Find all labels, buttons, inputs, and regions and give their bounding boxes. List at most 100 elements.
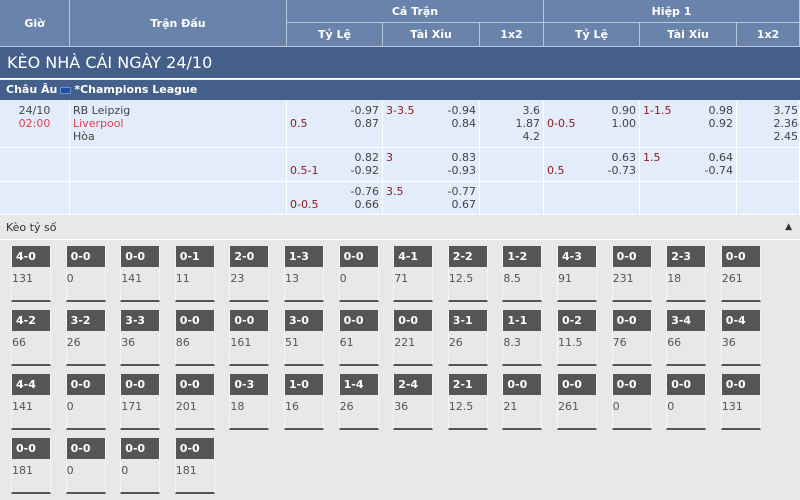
score-card[interactable]: 0-0 0 [65,438,106,494]
score-card[interactable]: 2-4 36 [393,374,434,430]
score-card[interactable]: 0-0 161 [229,310,270,366]
handicap-odds-2[interactable]: -0.92 [350,164,379,177]
score-card[interactable]: 0-0 0 [65,374,106,430]
score-label: 0-0 [230,310,269,331]
score-card[interactable]: 0-4 36 [720,310,761,366]
score-card[interactable]: 3-0 51 [284,310,324,366]
score-card[interactable]: 0-0 131 [720,374,761,430]
league-row[interactable]: Châu Âu *Champions League [0,80,800,100]
score-card[interactable]: 0-0 181 [11,438,51,494]
odds-cell: 0.5-1 0.82 -0.92 [287,148,383,182]
score-odds: 66 [12,336,26,349]
1x2-odds[interactable]: 1.87 [515,117,541,130]
odds-cell [70,148,287,182]
over-under-odds-1[interactable]: -0.94 [447,104,476,117]
score-odds: 66 [667,336,682,349]
score-label: 0-3 [230,374,269,395]
score-card[interactable]: 0-0 231 [611,246,652,302]
score-card[interactable]: 1-3 13 [284,246,324,302]
h1-1x2-odds[interactable]: 3.75 [773,104,799,117]
score-card[interactable]: 3-3 36 [120,310,161,366]
h1-handicap-odds-1[interactable]: 0.90 [611,104,637,117]
score-card[interactable]: 0-0 86 [174,310,215,366]
caret-up-icon[interactable]: ▲ [785,222,792,232]
h1-1x2-odds[interactable]: 2.45 [773,130,799,143]
handicap-odds-2[interactable]: 0.66 [354,198,380,211]
handicap-odds-1[interactable]: -0.97 [350,104,379,117]
score-card[interactable]: 2-3 18 [666,246,707,302]
score-card[interactable]: 0-0 76 [611,310,652,366]
h1-over-under-odds-2[interactable]: -0.74 [704,164,733,177]
score-card[interactable]: 2-2 12.5 [447,246,488,302]
score-card[interactable]: 0-0 61 [338,310,379,366]
score-label: 0-0 [175,310,214,331]
h1-over-under-odds-2[interactable]: 0.92 [708,117,734,130]
score-card[interactable]: 0-0 261 [720,246,761,302]
score-card[interactable]: 0-0 261 [557,374,597,430]
score-card[interactable]: 2-0 23 [229,246,270,302]
score-card[interactable]: 4-1 71 [393,246,434,302]
score-card[interactable]: 1-0 16 [284,374,324,430]
score-label: 0-0 [121,438,160,459]
score-card[interactable]: 3-2 26 [65,310,106,366]
score-card[interactable]: 1-2 8.5 [502,246,543,302]
1x2-odds[interactable]: 4.2 [522,130,541,143]
odds-cell [480,148,544,182]
score-card[interactable]: 0-0 0 [338,246,379,302]
away-team[interactable]: Liverpool [73,117,124,130]
score-card[interactable]: 4-3 91 [557,246,597,302]
score-card[interactable]: 1-4 26 [338,374,379,430]
score-label: 3-1 [448,310,487,331]
score-label: 3-0 [285,310,323,331]
score-card[interactable]: 3-4 66 [666,310,707,366]
handicap-line: 0.5 [290,117,308,130]
odds-cell: 0-0.5 0.90 1.00 [544,101,640,148]
h1-handicap-odds-1[interactable]: 0.63 [611,151,637,164]
h1-over-under-odds-1[interactable]: 0.98 [708,104,734,117]
score-card[interactable]: 4-0 131 [11,246,51,302]
score-card[interactable]: 1-1 8.3 [502,310,543,366]
over-under-odds-1[interactable]: 0.83 [451,151,477,164]
score-label: 2-0 [230,246,269,267]
over-under-odds-2[interactable]: -0.93 [447,164,476,177]
h1-1x2-odds[interactable]: 2.36 [773,117,799,130]
score-card[interactable]: 0-0 0 [666,374,707,430]
odds-cell: 3.75 2.36 2.45 [737,101,800,148]
handicap-odds-2[interactable]: 0.87 [354,117,380,130]
odds-cell [0,182,70,215]
correct-score-header[interactable]: Kèo tỷ số ▲ [0,215,800,240]
home-team[interactable]: RB Leipzig [73,104,131,117]
score-card[interactable]: 0-0 181 [174,438,215,494]
over-under-odds-1[interactable]: -0.77 [447,185,476,198]
h1-over-under-odds-1[interactable]: 0.64 [708,151,734,164]
over-under-odds-2[interactable]: 0.84 [451,117,477,130]
score-card[interactable]: 4-4 141 [11,374,51,430]
score-odds: 8.5 [503,272,521,285]
1x2-odds[interactable]: 3.6 [522,104,541,117]
handicap-odds-1[interactable]: -0.76 [350,185,379,198]
odds-cell: 3-3.5 -0.94 0.84 [383,101,480,148]
score-label: 0-0 [503,374,542,395]
score-card[interactable]: 0-2 11.5 [557,310,597,366]
handicap-odds-1[interactable]: 0.82 [354,151,380,164]
score-odds: 0 [66,400,74,413]
score-card[interactable]: 0-0 171 [120,374,161,430]
score-card[interactable]: 2-1 12.5 [447,374,488,430]
odds-cell: 3 0.83 -0.93 [383,148,480,182]
score-label: 1-2 [503,246,542,267]
score-card[interactable]: 0-0 0 [120,438,161,494]
score-card[interactable]: 0-3 18 [229,374,270,430]
over-under-odds-2[interactable]: 0.67 [451,198,477,211]
score-card[interactable]: 0-0 21 [502,374,543,430]
score-card[interactable]: 4-2 66 [11,310,51,366]
score-card[interactable]: 0-0 201 [174,374,215,430]
score-card[interactable]: 0-0 141 [120,246,161,302]
score-card[interactable]: 0-0 0 [611,374,652,430]
score-card[interactable]: 0-0 221 [393,310,434,366]
score-card[interactable]: 3-1 26 [447,310,488,366]
h1-handicap-odds-2[interactable]: 1.00 [611,117,637,130]
score-card[interactable]: 0-0 0 [65,246,106,302]
match-time: 02:00 [18,117,51,130]
h1-handicap-odds-2[interactable]: -0.73 [607,164,636,177]
score-card[interactable]: 0-1 11 [174,246,215,302]
